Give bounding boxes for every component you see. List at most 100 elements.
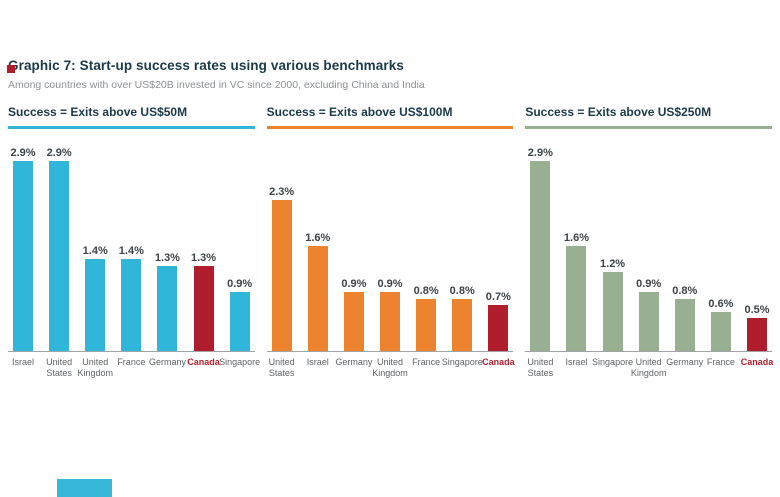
chart-panels-container: Success = Exits above US$50M 2.9% 2.9% 1.4%… xyxy=(8,105,774,379)
country-label: France xyxy=(411,357,441,379)
bar-column: 0.9% xyxy=(375,278,405,351)
bar-column: 2.9% xyxy=(525,147,555,351)
bar-value-label: 1.4% xyxy=(82,245,108,257)
bar-value-label: 0.9% xyxy=(636,278,662,290)
x-axis-labels: Israel United States United Kingdom France G… xyxy=(8,357,260,379)
bar xyxy=(229,292,250,351)
country-label-text: France xyxy=(412,357,441,367)
bar-value-label: 0.8% xyxy=(413,285,439,297)
bar xyxy=(85,259,106,351)
bar-value-label: 1.3% xyxy=(154,252,180,264)
bar xyxy=(271,200,292,351)
bar xyxy=(452,299,473,351)
plot-area: 2.9% 1.6% 1.2% 0.9% 0.8% 0.6% 0.5% xyxy=(525,129,773,352)
country-label: United Kingdom xyxy=(631,357,667,379)
bar xyxy=(380,292,400,351)
bar xyxy=(747,318,767,351)
country-label-text: United Kingdom xyxy=(372,357,408,378)
bar-column: 1.4% xyxy=(80,245,110,351)
country-label-text: Canada xyxy=(187,357,220,367)
bar xyxy=(193,266,214,351)
panel-title: Success = Exits above US$100M xyxy=(266,105,514,129)
country-label-text: United States xyxy=(268,357,295,378)
country-label: Singapore xyxy=(442,357,483,379)
country-label: Canada xyxy=(740,357,774,379)
country-label-text: Israel xyxy=(11,357,34,367)
page-title: Graphic 7: Start-up success rates using … xyxy=(8,58,404,73)
chart-panel-2: Success = Exits above US$100M 2.3% 1.6% 0.9… xyxy=(266,105,515,379)
bar-value-label: 0.9% xyxy=(227,278,253,290)
country-label-text: France xyxy=(706,357,735,367)
country-label: Israel xyxy=(561,357,591,379)
bar xyxy=(121,259,142,351)
bar-column: 2.9% xyxy=(44,147,74,351)
bar-value-label: 0.5% xyxy=(744,304,770,316)
bar-value-label: 1.4% xyxy=(118,245,144,257)
page-subtitle: Among countries with over US$20B investe… xyxy=(8,79,425,91)
brand-mark xyxy=(7,65,15,73)
country-label: Singapore xyxy=(219,357,260,379)
plot-area: 2.9% 2.9% 1.4% 1.4% 1.3% 1.3% 0.9% xyxy=(8,129,255,352)
country-label: Germany xyxy=(666,357,703,379)
country-label-text: Singapore xyxy=(441,357,483,367)
bar xyxy=(343,292,364,351)
bar-value-label: 0.8% xyxy=(672,285,698,297)
country-label: Israel xyxy=(303,357,333,379)
bar-value-label: 0.6% xyxy=(708,298,734,310)
bar xyxy=(157,266,178,351)
country-label: France xyxy=(116,357,146,379)
panel-title: Success = Exits above US$250M xyxy=(525,105,773,129)
bar-value-label: 0.9% xyxy=(377,278,403,290)
country-label-text: United States xyxy=(46,357,73,378)
bar xyxy=(416,299,437,351)
country-label: United Kingdom xyxy=(372,357,408,379)
bar-value-label: 0.9% xyxy=(341,278,367,290)
bar-value-label: 0.7% xyxy=(485,291,511,303)
country-label: United States xyxy=(267,357,297,379)
country-label-text: Canada xyxy=(740,357,774,367)
bar xyxy=(638,292,659,351)
country-label: United States xyxy=(44,357,74,379)
country-label: United Kingdom xyxy=(77,357,113,379)
bar-value-label: 2.9% xyxy=(46,147,72,159)
bar xyxy=(13,161,33,351)
bar-column: 1.6% xyxy=(303,232,333,351)
bar-column: 0.8% xyxy=(411,285,441,351)
x-axis-labels: United States Israel Germany United Kingdom… xyxy=(267,357,515,379)
chart-panel-1: Success = Exits above US$50M 2.9% 2.9% 1.4%… xyxy=(8,105,260,379)
bar-column: 2.3% xyxy=(267,186,297,351)
bar xyxy=(710,312,731,351)
country-label: France xyxy=(706,357,736,379)
bar-column: 1.6% xyxy=(561,232,591,351)
bar-value-label: 1.3% xyxy=(191,252,217,264)
country-label: Canada xyxy=(187,357,220,379)
bar-value-label: 0.8% xyxy=(449,285,475,297)
bar xyxy=(566,246,587,351)
bar xyxy=(488,305,509,351)
country-label: Israel xyxy=(8,357,38,379)
bar-column: 0.8% xyxy=(670,285,700,351)
country-label: Singapore xyxy=(592,357,633,379)
bar-value-label: 1.2% xyxy=(600,258,626,270)
country-label: Canada xyxy=(482,357,515,379)
bar-column: 0.5% xyxy=(742,304,772,351)
country-label: United States xyxy=(525,357,555,379)
bar xyxy=(307,246,328,351)
bar-value-label: 2.9% xyxy=(527,147,553,159)
country-label-text: Germany xyxy=(666,357,704,367)
country-label: Germany xyxy=(335,357,372,379)
bar xyxy=(602,272,623,351)
bar-column: 0.7% xyxy=(483,291,513,351)
bar xyxy=(674,299,695,351)
bar-value-label: 2.3% xyxy=(269,186,295,198)
bar-column: 0.9% xyxy=(634,278,664,351)
bar xyxy=(530,161,551,351)
country-label: Germany xyxy=(149,357,186,379)
country-label-text: Germany xyxy=(148,357,186,367)
country-label-text: Israel xyxy=(306,357,329,367)
bottom-decorative-mark xyxy=(57,479,112,497)
bar-column: 1.2% xyxy=(598,258,628,351)
country-label-text: United States xyxy=(527,357,554,378)
country-label-text: Singapore xyxy=(219,357,261,367)
country-label-text: Germany xyxy=(335,357,373,367)
